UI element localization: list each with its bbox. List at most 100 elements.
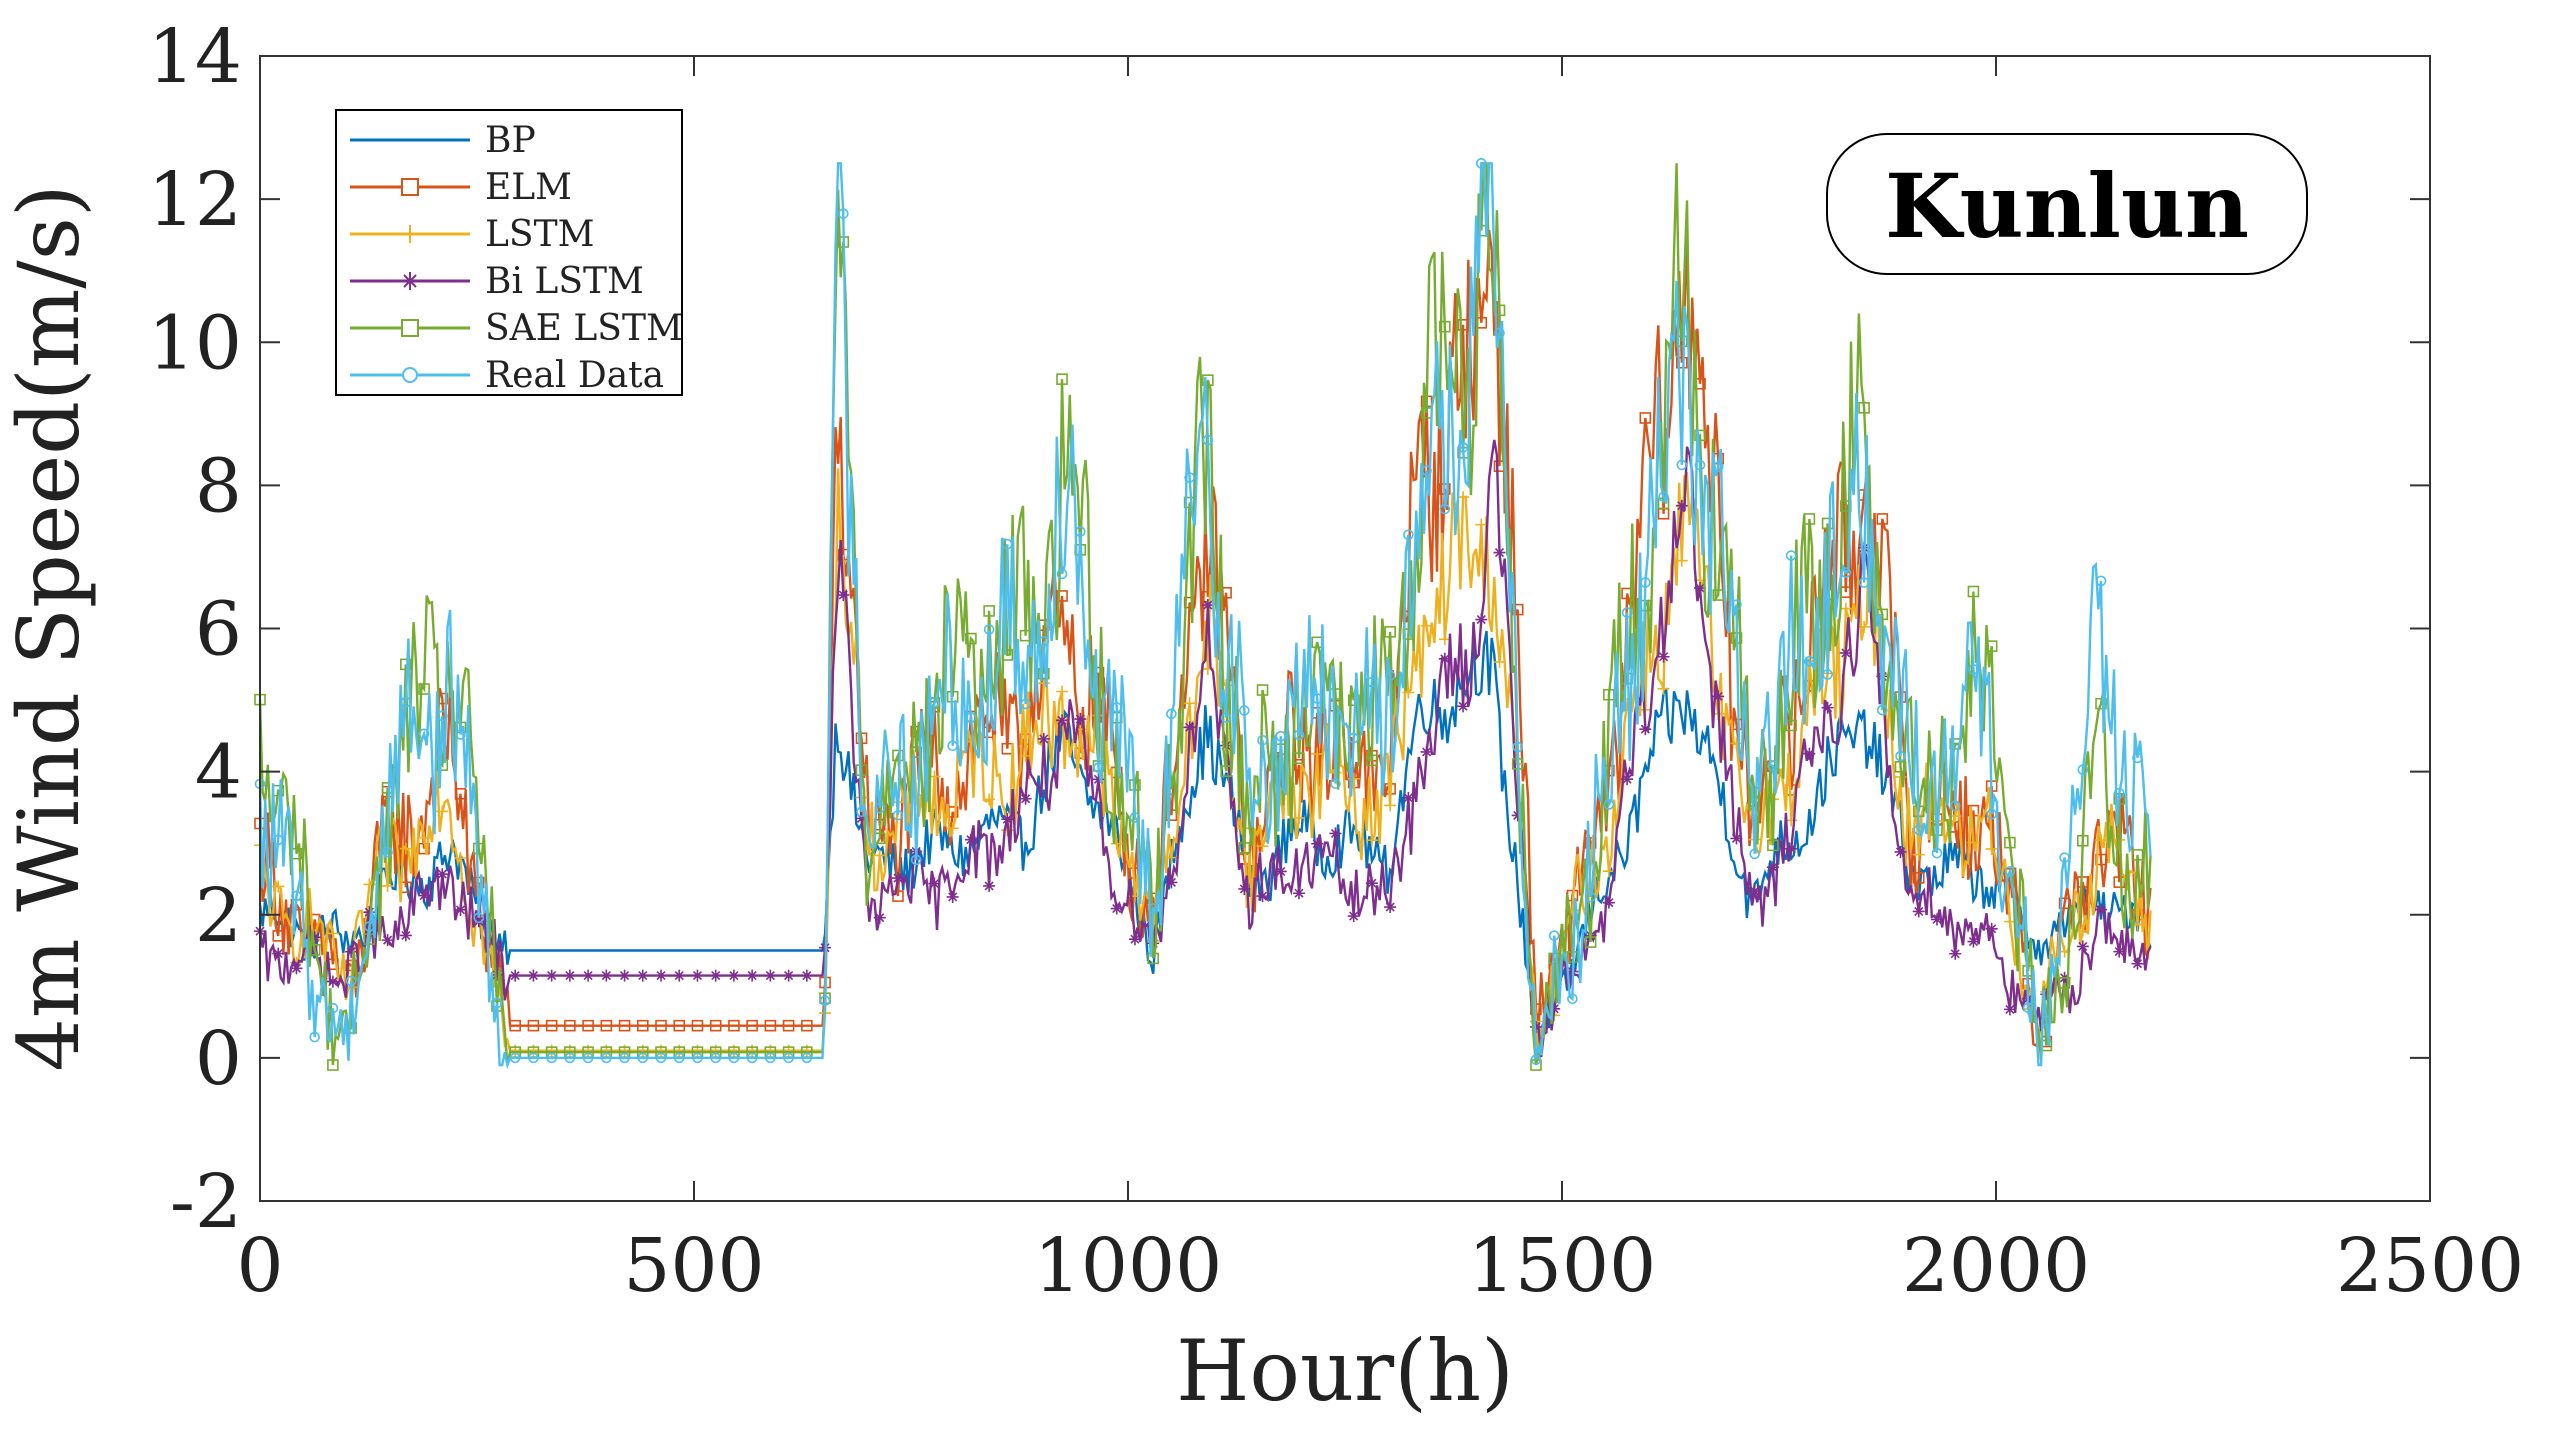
x-tick-label: 1000 [1034, 1223, 1222, 1309]
series-marker [2113, 945, 2126, 958]
series-marker [1968, 664, 1979, 675]
series-marker [564, 1052, 576, 1064]
x-axis-label: Hour(h) [1176, 1322, 1514, 1420]
series-marker [400, 658, 412, 671]
series-marker [1220, 765, 1232, 778]
series-marker [2077, 764, 2089, 775]
series-marker [1001, 813, 1014, 826]
series-marker [291, 890, 302, 902]
series-marker [1767, 839, 1779, 852]
series-marker [637, 1052, 649, 1064]
series-marker [309, 1031, 320, 1043]
series-marker [1967, 804, 1980, 817]
series-marker [381, 934, 394, 947]
series-marker [1931, 847, 1943, 859]
series-marker [1639, 723, 1652, 736]
series-marker [2041, 1015, 2052, 1027]
series-marker [308, 944, 321, 956]
series-marker [618, 1019, 631, 1032]
series-marker [1074, 713, 1087, 726]
series-marker [382, 846, 393, 858]
series-marker [1657, 682, 1670, 695]
series-marker [564, 1019, 576, 1032]
series-marker [1785, 842, 1798, 855]
series-marker [1020, 698, 1031, 710]
series-marker [436, 759, 449, 771]
x-tick-label: 500 [623, 1223, 764, 1309]
series-marker [746, 1019, 758, 1032]
series-marker [765, 1052, 776, 1064]
y-tick-label: 2 [195, 873, 242, 959]
series-marker [1293, 812, 1305, 825]
series-marker [1402, 791, 1415, 804]
series-marker [856, 806, 867, 818]
series-marker [1274, 865, 1287, 878]
legend-marker [401, 225, 419, 243]
series-marker [1421, 465, 1432, 476]
series-marker [2058, 977, 2071, 989]
y-tick-label: 14 [148, 14, 242, 100]
series-real-data [254, 158, 2152, 1070]
series-marker [1147, 952, 1159, 965]
series-marker [1293, 887, 1305, 900]
series-marker [1621, 773, 1634, 786]
series-marker [1238, 882, 1251, 895]
series-marker [2113, 876, 2126, 888]
series-marker [1675, 356, 1688, 369]
series-marker [1530, 1059, 1542, 1071]
series-marker [1111, 702, 1123, 713]
y-tick-label: 12 [148, 157, 242, 243]
series-marker [983, 605, 995, 617]
series-marker [873, 849, 886, 862]
series-marker [1365, 877, 1378, 890]
series-marker [290, 962, 303, 975]
series-marker [1658, 491, 1669, 503]
series-marker [1329, 827, 1342, 840]
series-bp [258, 630, 2152, 1040]
series-marker [1858, 620, 1871, 633]
series-marker [1639, 412, 1652, 424]
legend-box [335, 109, 683, 396]
series-marker [782, 1019, 795, 1032]
series-marker [600, 969, 613, 982]
series-marker [1985, 640, 1998, 652]
series-marker [1438, 652, 1451, 665]
series-marker [1110, 902, 1123, 915]
series-marker [1839, 646, 1852, 659]
y-tick-label: 10 [148, 300, 242, 386]
series-marker [545, 969, 558, 982]
series-marker [636, 1019, 649, 1032]
series-marker [2040, 988, 2053, 1001]
series-marker [1366, 676, 1378, 688]
series-marker [1694, 459, 1706, 471]
series-marker [855, 812, 868, 825]
series-marker [1038, 667, 1050, 680]
series-marker [1348, 732, 1359, 744]
series-bi-lstm [254, 439, 2152, 1058]
series-marker [491, 997, 503, 1009]
series-marker [345, 975, 357, 987]
series-marker [783, 1052, 794, 1064]
series-marker [455, 729, 466, 740]
series-marker [545, 1019, 558, 1032]
legend-items: BP ELM LSTM Bi LSTM SAE LSTM Real Data [350, 120, 683, 396]
series-marker [910, 746, 923, 759]
series-marker [1002, 538, 1013, 550]
series-marker [527, 1019, 540, 1032]
series-marker [1403, 529, 1414, 541]
series-marker [272, 947, 285, 960]
series-marker [2076, 940, 2089, 953]
legend-label: Real Data [485, 355, 664, 396]
series-marker [1257, 734, 1268, 746]
series-marker [655, 1019, 667, 1032]
series-marker [1238, 842, 1251, 854]
series-marker [1056, 714, 1069, 727]
series-marker [1074, 526, 1086, 537]
series-marker [983, 879, 996, 892]
legend-marker [402, 367, 418, 383]
series-marker [946, 890, 959, 903]
series-marker [1675, 335, 1688, 348]
series-marker [472, 915, 485, 928]
series-marker [1949, 947, 1962, 960]
series-marker [1293, 752, 1305, 764]
